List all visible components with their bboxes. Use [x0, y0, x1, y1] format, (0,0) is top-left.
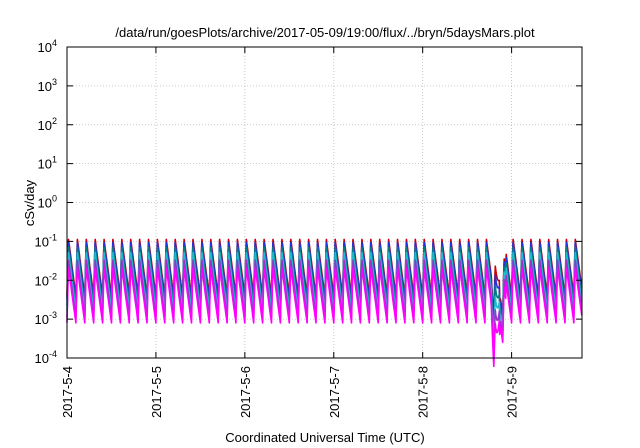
x-tick-label: 2017-5-6: [238, 366, 253, 418]
series-lines: [66, 238, 583, 368]
x-tick-label: 2017-5-4: [60, 366, 75, 418]
y-tick-label: 10-3: [35, 310, 57, 327]
chart-title: /data/run/goesPlots/archive/2017-05-09/1…: [115, 25, 535, 40]
x-tick-label: 2017-5-8: [416, 366, 431, 418]
x-axis-label: Coordinated Universal Time (UTC): [225, 430, 424, 445]
x-tick-label: 2017-5-9: [505, 366, 520, 418]
y-tick-label: 104: [38, 38, 57, 55]
y-tick-label: 100: [38, 194, 57, 211]
y-axis: 10-4 10-3 10-2 10-1 100 101 102 103 104: [35, 38, 582, 366]
y-tick-label: 10-1: [35, 232, 57, 249]
y-tick-label: 10-2: [35, 271, 57, 288]
x-tick-label: 2017-5-7: [327, 366, 342, 418]
y-tick-label: 101: [38, 155, 57, 172]
x-tick-label: 2017-5-5: [149, 366, 164, 418]
y-tick-label: 102: [38, 116, 57, 133]
y-tick-label: 10-4: [35, 349, 57, 366]
x-axis: 2017-5-4 2017-5-5 2017-5-6 2017-5-7 2017-5-8…: [60, 47, 520, 418]
y-axis-label: cSv/day: [22, 179, 37, 226]
y-tick-label: 103: [38, 77, 57, 94]
series-line: [66, 267, 583, 368]
